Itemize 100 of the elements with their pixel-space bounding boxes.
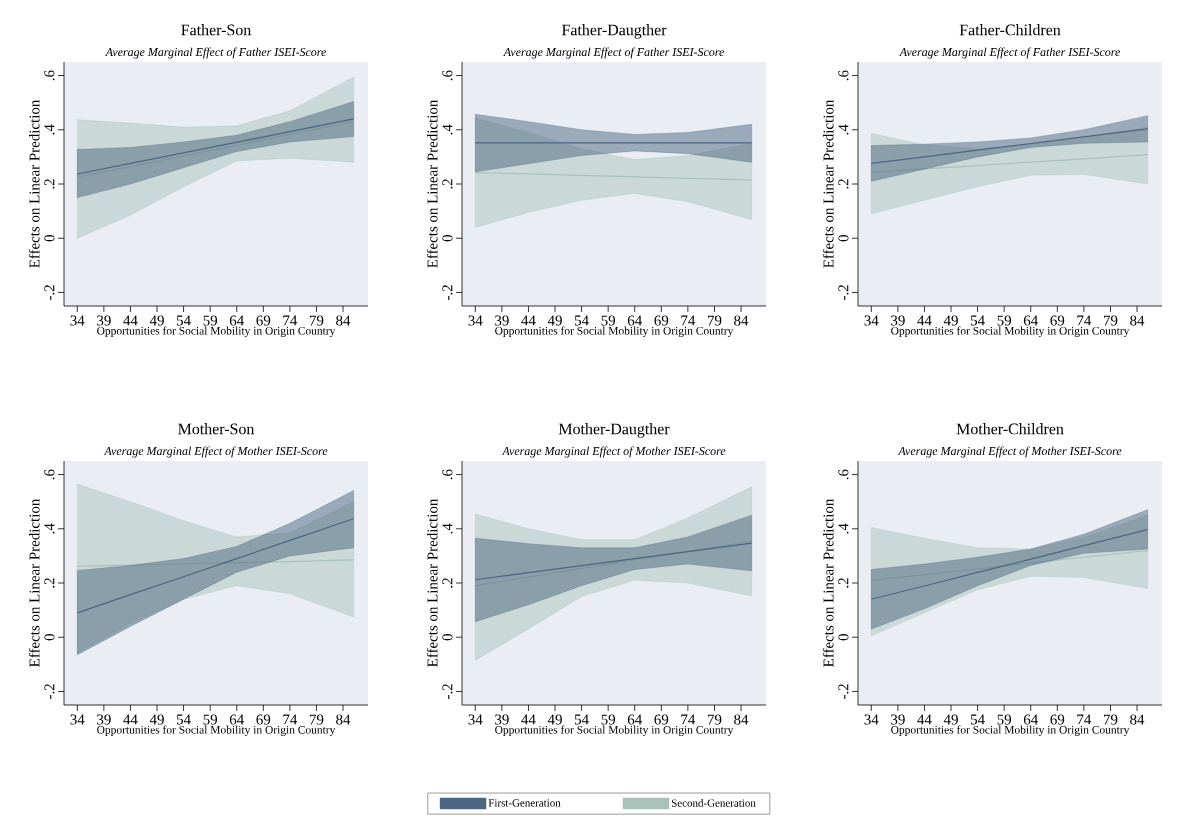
- y-tick-label: .4: [44, 124, 55, 135]
- x-tick-label: 34: [864, 714, 879, 725]
- line-series: [474, 542, 753, 581]
- x-tick-label: 59: [203, 714, 218, 725]
- x-tick-label: 79: [309, 714, 324, 725]
- x-tick-label: 44: [123, 714, 138, 725]
- chart-subtitle: Average Marginal Effect of Father ISEI-Score: [503, 47, 725, 59]
- x-tick-label: 34: [864, 315, 879, 326]
- x-tick-label: 59: [203, 315, 218, 326]
- y-tick-label: .2: [838, 179, 849, 189]
- x-tick-label: 74: [681, 714, 696, 725]
- x-tick-label: 54: [176, 714, 191, 725]
- y-tick-label: .2: [44, 578, 55, 588]
- x-tick-label: 44: [917, 315, 932, 326]
- x-tick-label: 74: [283, 315, 298, 326]
- x-tick-label: 84: [1130, 315, 1145, 326]
- y-axis-title: Effects on Linear Prediction: [28, 99, 40, 268]
- y-tick-label: 0: [44, 235, 55, 242]
- x-tick-label: 34: [468, 315, 483, 326]
- x-tick-label: 69: [1050, 315, 1065, 326]
- y-tick-label: .4: [838, 523, 849, 534]
- x-tick-label: 39: [97, 315, 111, 326]
- x-tick-label: 39: [97, 714, 111, 725]
- y-tick-label: 0: [838, 235, 849, 242]
- y-tick-label: .6: [838, 469, 849, 480]
- y-tick-label: .6: [44, 469, 55, 480]
- y-tick-label: -.2: [44, 684, 55, 699]
- x-axis-title: Opportunities for Social Mobility in Origin Country: [891, 725, 1130, 736]
- x-tick-label: 34: [70, 315, 85, 326]
- y-tick-label: .4: [442, 124, 453, 135]
- chart-title: Father-Son: [181, 24, 252, 36]
- y-tick-label: 0: [838, 634, 849, 641]
- x-tick-label: 44: [917, 714, 932, 725]
- x-tick-label: 84: [336, 714, 351, 725]
- x-tick-label: 64: [229, 714, 244, 725]
- chart-subtitle: Average Marginal Effect of Mother ISEI-Score: [103, 446, 328, 458]
- x-tick-label: 84: [734, 714, 749, 725]
- x-tick-label: 44: [123, 315, 138, 326]
- x-tick-label: 64: [627, 315, 642, 326]
- y-tick-label: 0: [442, 634, 453, 641]
- x-tick-label: 69: [654, 315, 669, 326]
- x-tick-label: 54: [574, 714, 589, 725]
- chart-title: Mother-Daugther: [558, 423, 670, 438]
- x-tick-label: 74: [1077, 714, 1092, 725]
- x-tick-label: 54: [574, 315, 589, 326]
- x-tick-label: 44: [521, 714, 536, 725]
- y-tick-label: 0: [44, 634, 55, 641]
- line-series: [870, 549, 1149, 581]
- y-tick-label: -.2: [838, 285, 849, 300]
- y-tick-label: 0: [442, 235, 453, 242]
- chart-title: Father-Children: [959, 24, 1061, 36]
- y-tick-label: .2: [838, 578, 849, 588]
- y-axis-title: Effects on Linear Prediction: [426, 498, 438, 667]
- x-tick-label: 69: [1050, 714, 1065, 725]
- x-tick-label: 49: [149, 315, 164, 326]
- x-tick-label: 49: [943, 714, 958, 725]
- y-tick-label: -.2: [442, 684, 453, 699]
- y-tick-label: .6: [44, 70, 55, 81]
- x-tick-label: 69: [256, 315, 271, 326]
- legend-label: First-Generation: [488, 799, 561, 807]
- x-tick-label: 74: [1077, 315, 1092, 326]
- x-tick-label: 54: [176, 315, 191, 326]
- x-tick-label: 64: [1023, 714, 1038, 725]
- y-axis-title: Effects on Linear Prediction: [28, 498, 40, 667]
- x-tick-label: 39: [495, 714, 509, 725]
- x-tick-label: 59: [997, 714, 1012, 725]
- x-tick-label: 69: [654, 714, 669, 725]
- line-series: [76, 559, 355, 567]
- x-tick-label: 49: [547, 714, 562, 725]
- chart-title: Father-Daugther: [561, 24, 667, 39]
- x-tick-label: 54: [971, 315, 985, 326]
- x-tick-label: 84: [1130, 714, 1145, 725]
- y-axis-title: Effects on Linear Prediction: [822, 99, 834, 268]
- y-tick-label: .4: [838, 124, 849, 135]
- x-tick-label: 59: [601, 714, 616, 725]
- x-tick-label: 79: [707, 714, 722, 725]
- line-series: [76, 518, 355, 614]
- chart-title: Mother-Children: [956, 423, 1064, 435]
- x-tick-label: 59: [997, 315, 1012, 326]
- x-axis-title: Opportunities for Social Mobility in Origin Country: [891, 326, 1130, 337]
- y-tick-label: .2: [442, 578, 453, 588]
- chart-subtitle: Average Marginal Effect of Father ISEI-Score: [105, 47, 327, 59]
- x-tick-label: 54: [971, 714, 985, 725]
- chart-subtitle: Average Marginal Effect of Mother ISEI-Score: [501, 446, 726, 458]
- x-tick-label: 79: [309, 315, 324, 326]
- y-tick-label: .6: [442, 70, 453, 81]
- x-tick-label: 79: [1103, 315, 1118, 326]
- x-tick-label: 79: [1103, 714, 1118, 725]
- y-tick-label: -.2: [838, 684, 849, 699]
- x-axis-title: Opportunities for Social Mobility in Origin Country: [97, 326, 336, 337]
- x-tick-label: 59: [601, 315, 616, 326]
- y-tick-label: -.2: [442, 285, 453, 300]
- x-tick-label: 79: [707, 315, 722, 326]
- y-axis-title: Effects on Linear Prediction: [426, 99, 438, 268]
- y-tick-label: -.2: [44, 285, 55, 300]
- y-tick-label: .6: [442, 469, 453, 480]
- x-axis-title: Opportunities for Social Mobility in Origin Country: [495, 326, 734, 337]
- y-tick-label: .4: [44, 523, 55, 534]
- x-tick-label: 84: [336, 315, 351, 326]
- y-tick-label: .6: [838, 70, 849, 81]
